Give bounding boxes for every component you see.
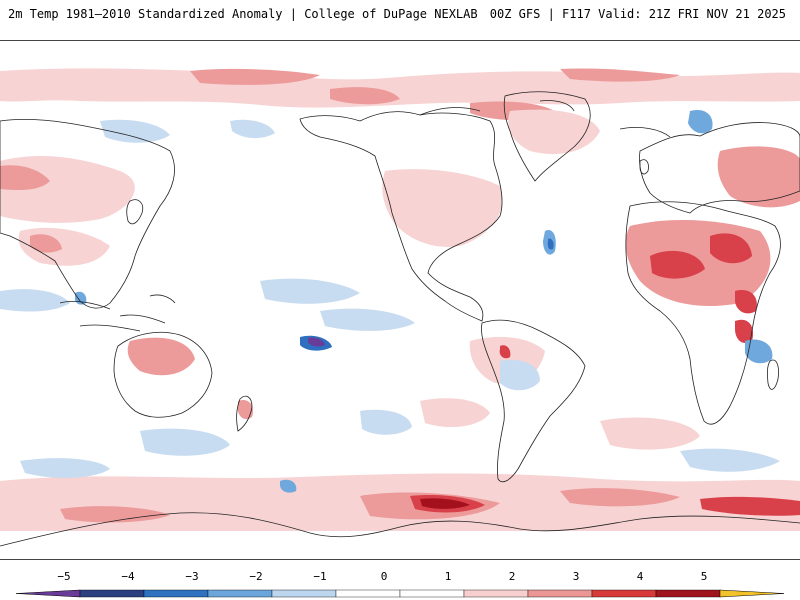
cold-anomaly-pacific xyxy=(230,119,275,139)
colorbar-bin xyxy=(143,589,209,598)
cold-anomaly-south-atlantic xyxy=(360,409,412,435)
coast-eurasia xyxy=(639,122,800,214)
warm-anomaly-eastasia-strong xyxy=(30,234,62,253)
cold-anomaly-southern-ocean xyxy=(20,458,110,478)
coast-madagascar xyxy=(767,359,779,390)
colorbar-tick-label: −5 xyxy=(57,570,71,583)
colorbar-tick-label: 2 xyxy=(508,570,516,583)
colorbar-tick-label: 4 xyxy=(636,570,644,583)
colorbar-bin xyxy=(79,589,145,598)
warm-anomaly-southpacific xyxy=(420,398,490,428)
cold-anomaly-tropics xyxy=(320,308,415,331)
header-bar: 2m Temp 1981–2010 Standardized Anomaly |… xyxy=(0,0,800,40)
anomaly-shading xyxy=(0,68,800,531)
warm-anomaly-antarctic-extreme xyxy=(700,496,800,516)
colorbar-bin xyxy=(207,589,273,598)
warm-anomaly-indian xyxy=(600,417,700,450)
warm-anomaly-antarctic-strong xyxy=(60,506,170,523)
warm-anomaly-northamerica xyxy=(382,169,503,247)
warm-anomaly-australia xyxy=(127,337,195,376)
coast-british-isles xyxy=(639,159,649,175)
coast-africa xyxy=(625,201,781,425)
colorbar-tick-label: 1 xyxy=(444,570,452,583)
warm-anomaly-middleeast xyxy=(717,146,800,208)
cold-anomaly-antarctic xyxy=(280,479,297,493)
coast-south-america xyxy=(481,319,586,483)
colorbar-svg xyxy=(15,589,785,598)
coast-japan xyxy=(126,199,144,225)
colorbar-tick-label: 3 xyxy=(572,570,580,583)
coast-australia xyxy=(113,331,213,418)
cold-anomaly-southamerica xyxy=(500,359,540,391)
coast-north-america xyxy=(299,111,503,322)
warm-anomaly-siberia-strong xyxy=(0,165,50,191)
warm-anomaly-eastafrica xyxy=(735,319,754,344)
colorbar-bin xyxy=(527,589,593,598)
warm-anomaly-newzealand xyxy=(237,399,254,420)
colorbar-tick-label: −3 xyxy=(185,570,199,583)
world-map[interactable] xyxy=(0,40,800,560)
cold-anomaly-southafrica xyxy=(745,339,773,364)
colorbar-bin xyxy=(463,589,529,598)
cold-anomaly-southpacific-extreme xyxy=(308,337,325,347)
colorbar-bin xyxy=(399,589,465,598)
colorbar-bin xyxy=(335,589,401,598)
warm-anomaly-greenland xyxy=(508,109,600,155)
colorbar-high-extension xyxy=(719,589,785,598)
warm-anomaly-arctic-strong xyxy=(560,68,680,82)
warm-anomaly-africa-strong xyxy=(735,290,757,314)
map-title: 2m Temp 1981–2010 Standardized Anomaly |… xyxy=(8,7,478,21)
colorbar-bin xyxy=(591,589,657,598)
coast-asia-west xyxy=(0,118,175,309)
warm-anomaly-arctic-strong xyxy=(190,68,320,85)
coast-maritime-continent xyxy=(59,294,176,332)
colorbar-tick-label: −2 xyxy=(249,570,263,583)
cold-anomaly-south-indian xyxy=(140,428,230,456)
cold-anomaly-gulfstream-strong xyxy=(547,238,554,250)
coast-greenland xyxy=(503,91,591,182)
coast-antarctica xyxy=(0,512,800,547)
colorbar-tick-label: −4 xyxy=(121,570,135,583)
warm-anomaly-africa-strong xyxy=(650,250,705,279)
warm-anomaly-arctic-strong xyxy=(330,87,400,105)
cold-anomaly-tropics xyxy=(260,278,360,304)
warm-anomaly-antarctic-extreme xyxy=(420,498,470,509)
colorbar-low-extension xyxy=(15,589,81,598)
colorbar: −5 −4 −3 −2 −1 0 1 2 3 4 5 xyxy=(0,570,800,600)
cold-anomaly-pacific xyxy=(100,119,170,143)
coast-arctic-islands xyxy=(419,100,671,138)
cold-anomaly-scandinavia xyxy=(688,109,713,134)
colorbar-tick-label: 5 xyxy=(700,570,708,583)
cold-anomaly-tropics xyxy=(0,289,70,312)
colorbar-tick-label: 0 xyxy=(380,570,388,583)
colorbar-bin xyxy=(271,589,337,598)
coast-new-zealand xyxy=(236,395,253,432)
anomaly-map-svg xyxy=(0,41,800,559)
coastlines xyxy=(0,91,800,547)
model-run-info: 00Z GFS | F117 Valid: 21Z FRI NOV 21 202… xyxy=(489,7,786,21)
warm-anomaly-andes xyxy=(499,345,511,359)
cold-anomaly-southern-ocean xyxy=(680,448,780,472)
colorbar-tick-label: −1 xyxy=(313,570,327,583)
colorbar-bin xyxy=(655,589,721,598)
warm-anomaly-antarctic-strong xyxy=(560,488,680,507)
warm-anomaly-africa-strong xyxy=(710,233,752,264)
